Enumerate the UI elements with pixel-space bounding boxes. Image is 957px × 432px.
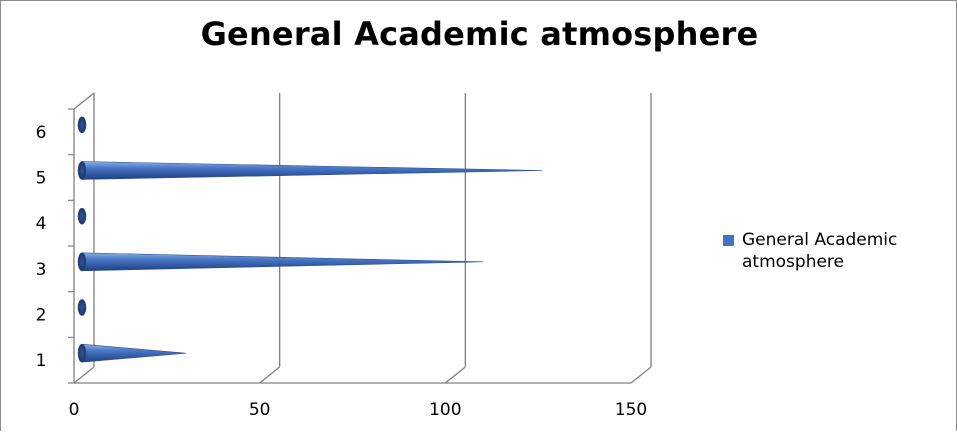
y-tick-label-4: 4	[36, 214, 47, 234]
bar-cone-3	[77, 252, 484, 272]
chart-title: General Academic atmosphere	[200, 15, 759, 53]
bar-cone-5	[77, 161, 543, 180]
x-tick-label-50: 50	[249, 400, 271, 420]
bar-cone-body-5	[81, 161, 543, 180]
bar-cone-zero-4	[77, 207, 87, 225]
bar-cone-1	[77, 343, 186, 363]
floor-diagonal-100	[444, 366, 466, 384]
bar-cone-zero-2	[77, 299, 87, 316]
floor-diagonal-50	[259, 366, 281, 384]
bar-cone-body-3	[81, 252, 484, 272]
bar-cone-body-1	[81, 343, 186, 363]
y-tick-label-6: 6	[36, 123, 47, 143]
legend-label: General Academic atmosphere	[742, 230, 898, 272]
side-wall-top-edge	[73, 92, 95, 110]
floor-diagonal-150	[630, 366, 652, 384]
x-tick-label-0: 0	[69, 400, 80, 420]
bar-cone-base-5	[77, 161, 87, 180]
x-tick-label-100: 100	[429, 400, 461, 420]
y-tick-label-1: 1	[36, 351, 47, 371]
bar-cone-base-3	[77, 252, 87, 272]
y-tick-label-2: 2	[36, 306, 47, 326]
floor-diagonal-0	[73, 366, 95, 384]
y-tick-label-3: 3	[36, 260, 47, 280]
x-tick-label-150: 150	[615, 400, 647, 420]
bar-cone-base-1	[77, 343, 87, 363]
y-tick-label-5: 5	[36, 169, 47, 189]
legend-swatch	[723, 235, 734, 246]
bar-cone-zero-6	[77, 116, 87, 134]
